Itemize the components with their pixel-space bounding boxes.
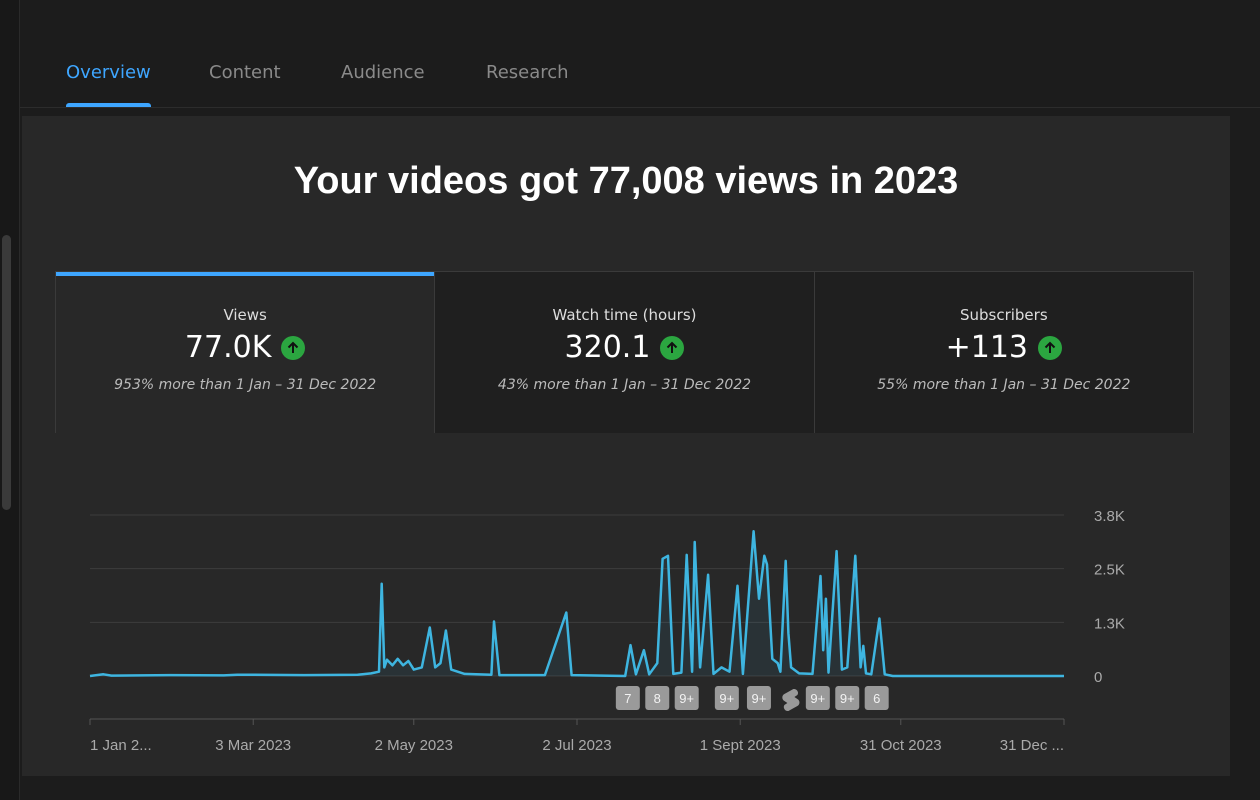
metric-value: 320.1: [564, 330, 651, 365]
video-marker[interactable]: 9+: [746, 686, 771, 710]
tab-content[interactable]: Content: [209, 62, 281, 83]
x-tick-label: 31 Dec ...: [1000, 737, 1064, 754]
x-tick-label: 31 Oct 2023: [860, 737, 942, 754]
y-tick-label: 1.3K: [1094, 615, 1125, 632]
video-marker[interactable]: 6: [864, 686, 889, 710]
video-marker[interactable]: 9+: [714, 686, 739, 710]
active-tab-indicator: [66, 103, 151, 107]
marker-badge: [805, 686, 830, 710]
video-marker[interactable]: 9+: [674, 686, 699, 710]
x-tick-label: 1 Jan 2...: [90, 737, 152, 754]
tab-research[interactable]: Research: [486, 62, 569, 83]
page-title: Your videos got 77,008 views in 2023: [293, 160, 959, 202]
left-panel-edge: [0, 0, 20, 800]
metric-comparison: 55% more than 1 Jan – 31 Dec 2022: [877, 377, 1131, 393]
metric-tabs: Views 77.0K 953% more than 1 Jan – 31 De…: [55, 271, 1194, 433]
marker-count: 9+: [679, 691, 694, 706]
video-marker[interactable]: [782, 688, 800, 712]
metric-label: Subscribers: [959, 306, 1048, 324]
series-area: [90, 531, 1064, 676]
metric-watch-time[interactable]: Watch time (hours) 320.1 43% more than 1…: [434, 272, 814, 433]
marker-badge: [835, 686, 860, 710]
y-tick-label: 2.5K: [1094, 562, 1125, 579]
metric-label: Views: [223, 306, 267, 324]
marker-badge: [746, 686, 771, 710]
marker-badge: [864, 686, 889, 710]
metric-views[interactable]: Views 77.0K 953% more than 1 Jan – 31 De…: [56, 272, 435, 433]
arrow-up-icon: [281, 335, 306, 360]
views-series-line: [89, 530, 1064, 678]
marker-count: 9+: [840, 691, 855, 706]
marker-badge: [615, 686, 640, 710]
metric-label: Watch time (hours): [552, 306, 697, 324]
video-marker[interactable]: 7: [615, 686, 640, 710]
marker-badge: [674, 686, 699, 710]
metric-value: 77.0K: [184, 330, 272, 365]
marker-count: 8: [654, 691, 661, 706]
arrow-up-icon: [1038, 335, 1063, 360]
tab-audience[interactable]: Audience: [341, 62, 425, 83]
x-tick-label: 2 May 2023: [375, 737, 453, 754]
y-tick-label: 0: [1094, 669, 1102, 686]
x-tick-label: 1 Sept 2023: [700, 737, 781, 754]
marker-badge: [645, 686, 670, 710]
marker-count: 9+: [752, 691, 767, 706]
metric-comparison: 43% more than 1 Jan – 31 Dec 2022: [497, 377, 752, 393]
tab-overview[interactable]: Overview: [66, 62, 151, 83]
tab-bar: Overview Content Audience Research: [20, 0, 1260, 108]
arrow-up-icon: [660, 335, 685, 360]
scrollbar[interactable]: [2, 235, 11, 510]
shorts-icon: [782, 688, 800, 712]
marker-count: 9+: [719, 691, 734, 706]
x-tick-label: 3 Mar 2023: [215, 737, 291, 754]
x-tick-label: 2 Jul 2023: [542, 737, 611, 754]
overview-card: Your videos got 77,008 views in 2023 Vie…: [22, 116, 1230, 776]
marker-count: 9+: [810, 691, 825, 706]
video-marker[interactable]: 9+: [835, 686, 860, 710]
video-marker[interactable]: 8: [645, 686, 670, 710]
metric-comparison: 953% more than 1 Jan – 31 Dec 2022: [114, 377, 377, 393]
marker-count: 6: [873, 691, 880, 706]
metric-value: +113: [945, 330, 1029, 365]
marker-count: 7: [624, 691, 631, 706]
marker-badge: [714, 686, 739, 710]
metric-subscribers[interactable]: Subscribers +113 55% more than 1 Jan – 3…: [813, 272, 1193, 433]
video-marker[interactable]: 9+: [805, 686, 830, 710]
y-tick-label: 3.8K: [1094, 508, 1125, 525]
